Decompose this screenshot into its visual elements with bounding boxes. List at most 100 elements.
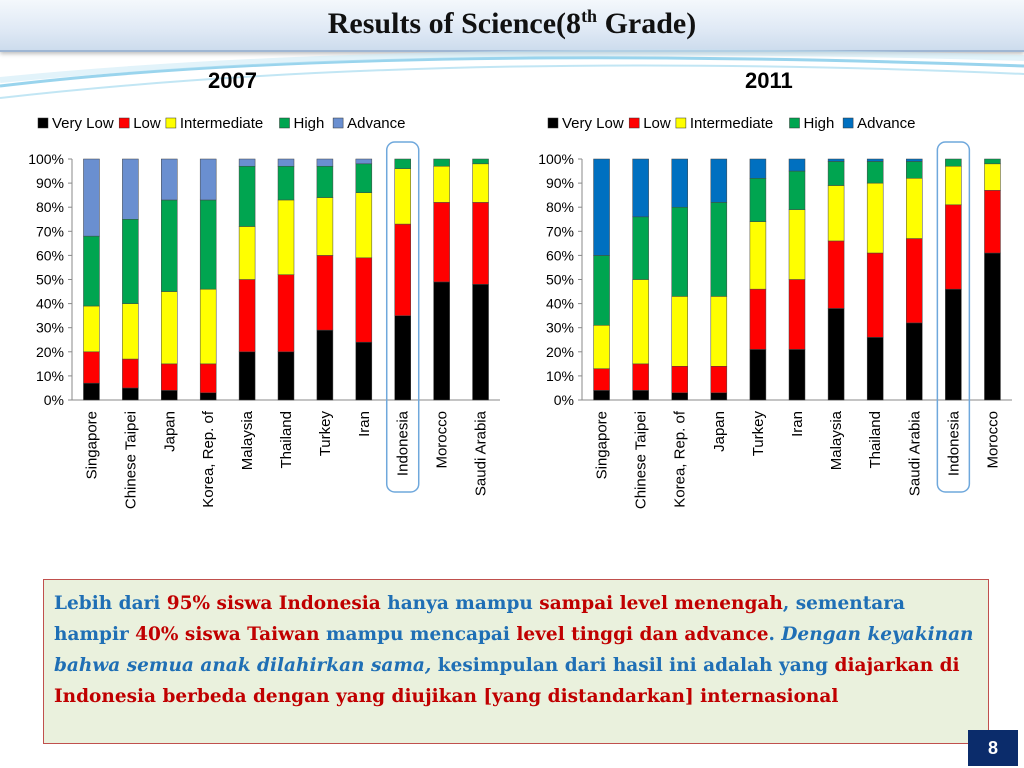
bar-segment [394, 315, 411, 401]
legend-swatch [789, 117, 800, 129]
bar-segment [83, 351, 100, 384]
y-tick-label: 20% [546, 344, 574, 360]
bar-segment [671, 392, 688, 401]
bar-segment [906, 158, 923, 162]
bar-segment [710, 392, 728, 401]
x-tick-label: Iran [789, 411, 806, 437]
bar-segment [83, 235, 100, 307]
bar-segment [433, 281, 450, 401]
bar-segment [749, 158, 767, 179]
bar-segment [671, 206, 688, 297]
y-tick-label: 50% [546, 272, 574, 288]
bar-segment [433, 202, 450, 283]
legend-swatch [547, 117, 559, 129]
legend-swatch [675, 117, 687, 129]
bar-segment [472, 284, 489, 401]
bar-segment [632, 390, 649, 401]
y-tick-label: 40% [36, 296, 64, 312]
bar-segment [866, 337, 884, 401]
legend-swatch [165, 117, 177, 129]
bar-segment [906, 322, 923, 401]
y-tick-label: 90% [546, 175, 574, 191]
bar-segment [945, 288, 962, 401]
bar-segment [593, 390, 610, 401]
bar-segment [161, 291, 178, 365]
title-main: Results of Science(8 [327, 7, 582, 40]
note-highlight: diajarkan di Indonesia berbeda dengan ya… [54, 655, 960, 707]
bar-segment [984, 252, 1001, 401]
y-tick-label: 50% [36, 272, 64, 288]
bar-segment [984, 163, 1001, 191]
bar-segment [277, 165, 295, 201]
bar-segment [122, 158, 139, 220]
legend-swatch [628, 117, 640, 129]
bar-segment [238, 165, 256, 227]
y-tick-label: 70% [546, 223, 574, 239]
bar-segment [593, 255, 610, 326]
y-tick-label: 100% [538, 151, 574, 167]
bar-segment [199, 199, 217, 290]
x-tick-label: Thailand [867, 411, 884, 469]
y-tick-label: 70% [36, 223, 64, 239]
legend-swatch [37, 117, 49, 129]
bar-segment [316, 197, 334, 256]
x-tick-label: Indonesia [945, 410, 962, 476]
bar-segment [632, 158, 649, 218]
legend-swatch [842, 117, 854, 129]
note-part: , sementara hampir [54, 593, 905, 645]
bar-segment [199, 363, 217, 394]
bar-segment [472, 158, 489, 165]
bar-segment [788, 170, 806, 210]
note-highlight: level tinggi dan advance [516, 624, 769, 645]
bar-segment [632, 363, 649, 391]
legend-label: Advance [347, 115, 405, 132]
decorative-swoosh [0, 49, 1024, 99]
bar-segment [122, 303, 139, 360]
charts-canvas: Very Low Low Intermediate High Advance 100% 90… [28, 115, 1012, 509]
bar-segment [632, 216, 649, 280]
bar-segment [984, 190, 1001, 254]
legend-label: Very Low [562, 115, 624, 132]
y-tick-label: 60% [546, 247, 574, 263]
bar-segment [199, 158, 217, 201]
note-highlight: 95% siswa Indonesia [166, 593, 381, 614]
bar-segment [827, 308, 845, 401]
page-number: 8 [968, 730, 1018, 766]
note-part: . [768, 624, 782, 645]
bar-segment [122, 358, 139, 389]
note-highlight: sampai level menengah [539, 593, 783, 614]
slide-title: Results of Science(8th Grade) [0, 6, 1024, 41]
bar-segment [906, 238, 923, 324]
bar-segment [83, 158, 100, 237]
bar-segment [827, 240, 845, 309]
bar-segment [749, 221, 767, 290]
bar-segment [277, 158, 295, 167]
bar-segment [749, 349, 767, 401]
bar-segment [161, 390, 178, 401]
bar-segment [394, 223, 411, 316]
bar-segment [866, 182, 884, 254]
bar-segment [788, 209, 806, 280]
y-tick-label: 80% [546, 199, 574, 215]
legend-label: High [294, 115, 325, 132]
bar-segment [122, 219, 139, 304]
bar-segment [472, 163, 489, 203]
bar-segment [355, 163, 373, 193]
bar-segment [199, 288, 217, 365]
bar-segment [238, 226, 256, 280]
bar-segment [472, 202, 489, 285]
bar-segment [945, 204, 962, 290]
legend-label: High [804, 115, 835, 132]
bar-segment [827, 185, 845, 242]
bar-segment [355, 341, 373, 401]
legend-label: Low [133, 115, 161, 132]
bar-segment [710, 158, 728, 203]
x-tick-label: Malaysia [828, 410, 845, 470]
legend-label: Intermediate [690, 115, 773, 132]
bar-segment [394, 158, 411, 169]
y-tick-label: 100% [28, 151, 64, 167]
bar-segment [355, 257, 373, 343]
x-tick-label: Morocco [434, 411, 451, 469]
x-tick-label: Malaysia [239, 410, 256, 470]
x-tick-label: Singapore [83, 411, 100, 479]
